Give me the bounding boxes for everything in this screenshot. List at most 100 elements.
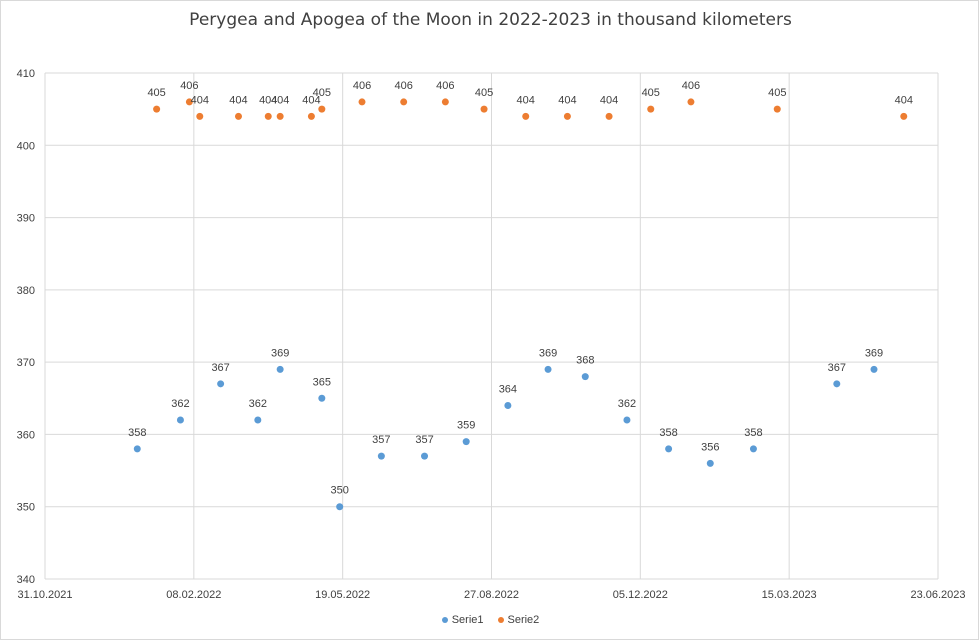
y-tick-label: 360	[17, 429, 35, 441]
data-label: 369	[271, 347, 289, 359]
y-tick-label: 390	[17, 213, 35, 225]
data-point	[581, 373, 589, 381]
data-label: 404	[229, 94, 247, 106]
data-label: 364	[499, 384, 517, 396]
data-point	[254, 416, 262, 424]
data-label: 405	[475, 87, 493, 99]
data-point	[336, 503, 344, 511]
y-tick-label: 380	[17, 285, 35, 297]
data-label: 358	[128, 427, 146, 439]
data-label: 362	[249, 398, 267, 410]
data-label: 357	[415, 434, 433, 446]
data-point	[377, 452, 385, 460]
data-label: 358	[744, 427, 762, 439]
legend-marker-icon	[441, 617, 448, 623]
data-point	[773, 105, 781, 113]
data-label: 406	[436, 80, 454, 92]
data-label: 406	[395, 80, 413, 92]
legend: Serie1 Serie2	[1, 614, 979, 626]
data-point	[441, 98, 449, 106]
data-point	[480, 105, 488, 113]
data-label: 367	[828, 362, 846, 374]
data-point	[504, 402, 512, 410]
data-point	[421, 452, 429, 460]
data-label: 405	[768, 87, 786, 99]
x-tick-label: 15.03.2023	[762, 589, 817, 601]
data-point	[605, 112, 613, 120]
data-point	[400, 98, 408, 106]
data-label: 404	[191, 94, 209, 106]
data-point	[900, 112, 908, 120]
legend-item: Serie2	[497, 614, 540, 626]
data-point	[196, 112, 204, 120]
data-label: 367	[211, 362, 229, 374]
data-label: 362	[618, 398, 636, 410]
data-label: 404	[600, 94, 618, 106]
legend-item: Serie1	[441, 614, 484, 626]
data-label: 350	[331, 485, 349, 497]
y-tick-label: 350	[17, 502, 35, 514]
data-label: 369	[865, 347, 883, 359]
data-label: 404	[259, 94, 277, 106]
data-label: 404	[271, 94, 289, 106]
data-point	[623, 416, 631, 424]
x-tick-label: 19.05.2022	[315, 589, 370, 601]
data-label: 404	[558, 94, 576, 106]
data-point	[276, 365, 284, 373]
data-point	[665, 445, 673, 453]
y-tick-label: 340	[17, 574, 35, 586]
data-label: 404	[895, 94, 913, 106]
data-point	[318, 394, 326, 402]
x-tick-label: 23.06.2023	[910, 589, 965, 601]
x-tick-label: 31.10.2021	[17, 589, 72, 601]
data-point	[176, 416, 184, 424]
data-point	[687, 98, 695, 106]
data-label: 362	[171, 398, 189, 410]
data-label: 356	[701, 441, 719, 453]
data-point	[647, 105, 655, 113]
y-tick-label: 370	[17, 357, 35, 369]
data-label: 359	[457, 420, 475, 432]
legend-label: Serie2	[507, 614, 540, 626]
data-point	[153, 105, 161, 113]
legend-label: Serie1	[451, 614, 484, 626]
data-label: 405	[313, 87, 331, 99]
data-point	[185, 98, 193, 106]
data-label: 406	[353, 80, 371, 92]
data-point	[318, 105, 326, 113]
data-label: 406	[682, 80, 700, 92]
data-label: 357	[372, 434, 390, 446]
data-point	[217, 380, 225, 388]
data-label: 369	[539, 347, 557, 359]
data-point	[358, 98, 366, 106]
data-label: 404	[302, 94, 320, 106]
data-point	[133, 445, 141, 453]
data-point	[276, 112, 284, 120]
data-label: 365	[313, 376, 331, 388]
data-point	[870, 365, 878, 373]
data-label: 404	[517, 94, 535, 106]
data-label: 358	[659, 427, 677, 439]
chart-title: Perygea and Apogea of the Moon in 2022-2…	[189, 10, 792, 30]
x-tick-label: 08.02.2022	[166, 589, 221, 601]
data-point	[264, 112, 272, 120]
data-label: 405	[147, 87, 165, 99]
data-label: 406	[180, 80, 198, 92]
data-point	[307, 112, 315, 120]
y-tick-label: 400	[17, 140, 35, 152]
x-tick-label: 27.08.2022	[464, 589, 519, 601]
data-point	[706, 459, 714, 467]
data-point	[749, 445, 757, 453]
data-point	[544, 365, 552, 373]
x-tick-label: 05.12.2022	[613, 589, 668, 601]
data-point	[833, 380, 841, 388]
legend-marker-icon	[497, 617, 504, 623]
y-tick-label: 410	[17, 68, 35, 80]
data-point	[234, 112, 242, 120]
data-point	[462, 438, 470, 446]
data-point	[522, 112, 530, 120]
data-label: 368	[576, 355, 594, 367]
data-point	[563, 112, 571, 120]
